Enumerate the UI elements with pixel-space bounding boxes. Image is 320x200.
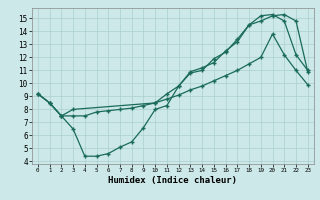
X-axis label: Humidex (Indice chaleur): Humidex (Indice chaleur) bbox=[108, 176, 237, 185]
